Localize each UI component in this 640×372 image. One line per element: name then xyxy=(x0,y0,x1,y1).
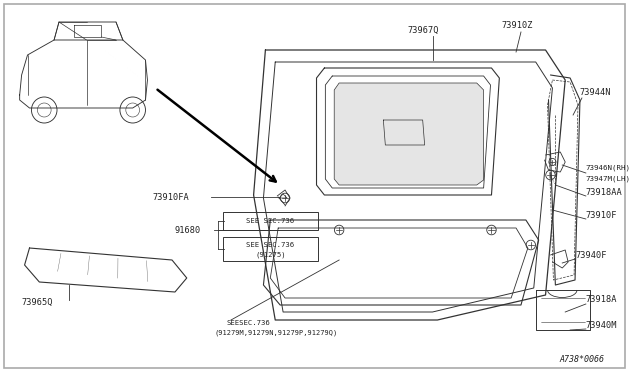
Text: 73910F: 73910F xyxy=(586,211,618,219)
Text: (91279M,91279N,91279P,91279Q): (91279M,91279N,91279P,91279Q) xyxy=(214,330,337,336)
Text: 73910Z: 73910Z xyxy=(501,20,533,29)
Text: 91680: 91680 xyxy=(175,225,201,234)
Text: SEESEC.736: SEESEC.736 xyxy=(226,320,270,326)
Text: SEE SEC.736: SEE SEC.736 xyxy=(246,242,294,248)
Text: 73944N: 73944N xyxy=(580,87,611,96)
Polygon shape xyxy=(334,83,484,185)
Text: 73918AA: 73918AA xyxy=(586,187,623,196)
Text: SEE SEC.736: SEE SEC.736 xyxy=(246,218,294,224)
FancyBboxPatch shape xyxy=(223,237,319,261)
Text: 73918A: 73918A xyxy=(586,295,618,305)
Text: 73965Q: 73965Q xyxy=(22,298,53,307)
Text: A738*0066: A738*0066 xyxy=(559,356,605,365)
Text: 73946N(RH): 73946N(RH) xyxy=(586,165,631,171)
Text: 73940F: 73940F xyxy=(575,250,607,260)
Text: 73910FA: 73910FA xyxy=(152,192,189,202)
Text: 73947M(LH): 73947M(LH) xyxy=(586,176,631,182)
Text: 73967Q: 73967Q xyxy=(408,26,440,35)
FancyBboxPatch shape xyxy=(223,212,319,230)
Text: 73940M: 73940M xyxy=(586,321,618,330)
Text: (91275): (91275) xyxy=(255,252,285,258)
